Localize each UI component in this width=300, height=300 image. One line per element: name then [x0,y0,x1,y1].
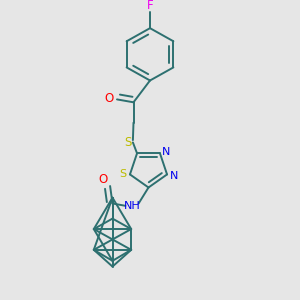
Text: O: O [104,92,113,105]
Text: O: O [98,173,107,186]
Text: NH: NH [124,201,140,212]
Text: S: S [124,136,131,149]
Text: N: N [169,171,178,181]
Text: S: S [119,169,126,179]
Text: F: F [147,0,153,12]
Text: N: N [162,147,171,157]
